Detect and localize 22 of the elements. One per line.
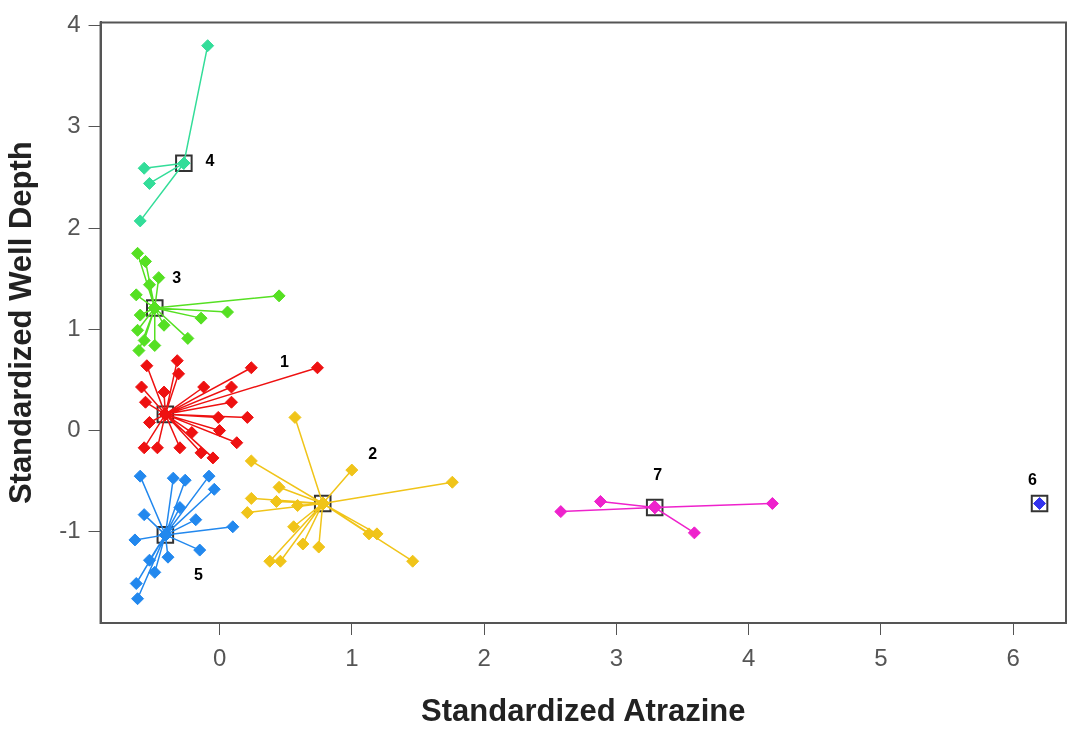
annotation: 1: [279, 352, 289, 370]
x-tick-label: 4: [741, 644, 756, 672]
annotation: 2: [368, 444, 378, 462]
x-axis-title: Standardized Atrazine: [421, 692, 746, 728]
annotation: 3: [172, 269, 182, 287]
annotation: 5: [193, 566, 203, 584]
x-tick-label: 0: [212, 644, 227, 672]
x-tick-label: 6: [1006, 644, 1020, 672]
y-tick-label: 1: [67, 313, 81, 341]
y-tick-label: -1: [59, 516, 81, 544]
x-tick-label: 3: [609, 644, 624, 672]
y-tick-label: 4: [67, 10, 81, 38]
y-axis-title: Standardized Well Depth: [3, 141, 39, 505]
annotation: 6: [1028, 470, 1038, 488]
y-tick-label: 3: [67, 111, 81, 139]
x-tick-label: 5: [874, 644, 888, 672]
y-tick-label: 2: [67, 212, 81, 240]
x-tick-label: 2: [477, 644, 491, 672]
x-tick-label: 1: [345, 644, 359, 672]
annotation: 7: [653, 465, 663, 483]
annotation: 4: [205, 151, 215, 169]
y-tick-label: 0: [67, 415, 81, 443]
